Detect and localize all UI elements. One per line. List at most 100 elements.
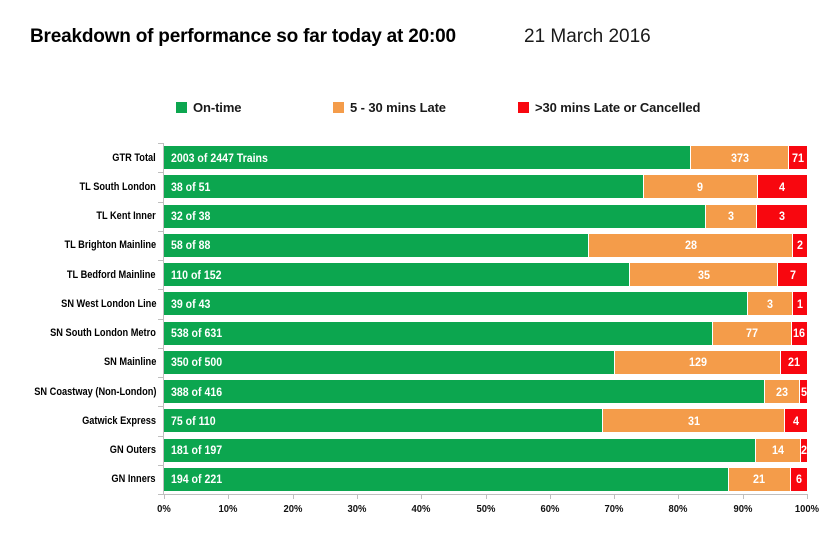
cancelled-segment: 5 [799,380,807,403]
segment-value-label: 2003 of 2447 Trains [171,150,268,165]
segment-value-label: 16 [793,326,806,340]
segment-value-label: 350 of 500 [171,355,223,370]
segment-value-label: 38 of 51 [171,179,211,194]
late-segment: 77 [712,321,791,345]
x-axis-tick [292,495,294,499]
on-time-segment: 350 of 500 [164,350,615,374]
on-time-segment: 538 of 631 [164,321,713,345]
cancelled-segment: 4 [756,175,807,199]
chart-row: SN Mainline 350 of 500 129 21 [0,348,830,377]
x-axis-tick-label: 50% [476,503,495,515]
x-axis-tick [228,495,230,499]
segment-value-label: 2 [801,443,808,457]
cancelled-swatch-icon [518,102,529,113]
segment-value-label: 5 [800,384,807,399]
late-segment: 28 [587,233,793,257]
segment-value-label: 77 [745,326,758,340]
segment-value-label: 14 [772,443,785,457]
late-segment: 3 [747,292,793,316]
on-time-segment: 181 of 197 [164,438,755,462]
x-axis-tick-label: 100% [794,503,820,515]
chart-row: SN Coastway (Non-London) 388 of 416 23 5 [0,377,830,406]
x-axis-tick-label: 10% [218,503,238,515]
category-label: TL Brighton Mainline [0,231,156,260]
x-axis-tick [421,495,423,499]
stacked-bar: 39 of 43 3 1 [164,292,807,316]
stacked-bar: 32 of 38 3 3 [164,204,807,228]
cancelled-segment: 7 [777,263,807,286]
x-axis-tick [678,495,680,499]
x-axis-line [163,494,808,495]
segment-value-label: 3 [767,296,774,311]
cancelled-segment: 16 [790,321,807,345]
x-axis-tick-label: 70% [604,503,624,515]
late-segment: 9 [643,175,757,199]
stacked-bar: 38 of 51 9 4 [164,175,807,199]
x-axis-tick-label: 30% [347,503,367,515]
y-axis-tick [158,435,163,437]
late-swatch-icon [333,102,344,113]
category-label: TL South London [0,172,156,201]
category-label-text: TL Bedford Mainline [67,268,156,281]
category-label-text: GTR Total [112,151,156,164]
late-segment: 3 [705,204,757,228]
segment-value-label: 4 [779,179,786,194]
chart-row: TL Brighton Mainline 58 of 88 28 2 [0,231,830,260]
late-segment: 129 [614,350,780,374]
on-time-segment: 388 of 416 [164,380,764,403]
x-axis-tick-label: 80% [668,503,688,515]
stacked-bar: 194 of 221 21 6 [164,467,807,491]
segment-value-label: 21 [753,472,766,487]
x-axis-tick [485,495,487,499]
segment-value-label: 2 [797,238,804,253]
x-axis-tick-label: 40% [411,503,431,515]
cancelled-segment: 71 [788,146,807,169]
segment-value-label: 6 [795,472,802,487]
y-axis-tick [158,377,163,378]
legend-item-on-time: On-time [176,100,242,115]
performance-chart: GTR Total 2003 of 2447 Trains 373 71 TL Sout… [0,143,830,523]
category-label-text: GN Inners [111,473,156,486]
chart-row: TL Bedford Mainline 110 of 152 35 7 [0,260,830,289]
segment-value-label: 31 [687,413,700,428]
cancelled-segment: 6 [789,467,807,491]
cancelled-segment: 4 [783,409,807,433]
category-label: GN Outers [0,436,156,465]
x-axis-tick [742,495,744,499]
category-label-text: SN Mainline [103,356,156,369]
segment-value-label: 9 [697,179,704,194]
legend-item-5-30-mins-late: 5 - 30 mins Late [333,100,446,115]
chart-row: GN Inners 194 of 221 21 6 [0,465,830,494]
late-segment: 21 [728,467,790,491]
y-axis-tick [158,494,163,495]
segment-value-label: 21 [787,355,800,370]
segment-value-label: 181 of 197 [171,443,223,457]
x-axis-tick-label: 20% [283,503,303,515]
report-date: 21 March 2016 [524,26,651,47]
category-label-text: SN South London Metro [50,327,156,340]
on-time-segment: 39 of 43 [164,292,748,316]
on-time-segment: 110 of 152 [164,263,630,286]
x-axis-tick [356,495,358,499]
cancelled-segment: 1 [792,292,807,316]
x-axis-tick [164,495,165,499]
x-axis-tick [549,495,551,499]
x-axis-labels: 0% 10% 20% 30% 40% 50% 60% 70% 80% 90% 100% [157,503,819,517]
x-axis-tick [614,495,616,499]
on-time-segment: 58 of 88 [164,233,588,257]
x-axis-tick [807,495,808,499]
y-axis-tick [158,172,163,174]
y-axis-tick [158,143,163,144]
stacked-bar: 388 of 416 23 5 [164,380,807,403]
y-axis-tick [158,406,163,408]
category-label: GTR Total [0,143,156,172]
cancelled-segment: 21 [779,350,807,374]
segment-value-label: 388 of 416 [171,384,223,399]
cancelled-segment: 2 [800,438,808,462]
segment-value-label: 129 [688,355,707,370]
segment-value-label: 194 of 221 [171,472,223,487]
category-label: SN Mainline [0,348,156,377]
segment-value-label: 23 [775,384,788,399]
stacked-bar: 110 of 152 35 7 [164,263,807,286]
